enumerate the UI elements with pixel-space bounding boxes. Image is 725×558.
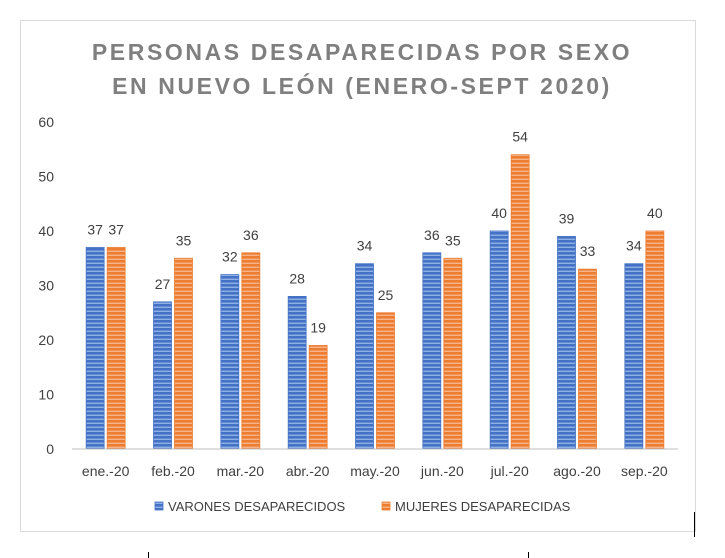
chart-title: PERSONAS DESAPARECIDAS POR SEXO EN NUEVO …	[92, 39, 632, 99]
y-tick-label: 50	[38, 169, 54, 185]
y-tick-label: 20	[38, 332, 54, 348]
bars	[85, 154, 665, 450]
legend: VARONES DESAPARECIDOS MUJERES DESAPARECID…	[154, 499, 571, 514]
data-label: 34	[357, 238, 373, 254]
bar-mujeres	[510, 154, 530, 450]
y-tick-label: 0	[46, 441, 54, 457]
edge-mark	[148, 552, 149, 558]
chart-title-line: PERSONAS DESAPARECIDAS POR SEXO	[92, 39, 632, 65]
data-label: 27	[155, 276, 171, 292]
legend-swatch	[381, 501, 391, 511]
data-label: 25	[378, 287, 394, 303]
data-label: 39	[559, 210, 575, 226]
x-tick-label: jun.-20	[420, 463, 464, 479]
x-tick-label: ene.-20	[82, 463, 130, 479]
bar-varones	[489, 230, 509, 450]
y-tick-label: 10	[38, 387, 54, 403]
data-label: 32	[222, 249, 238, 265]
y-tick-label: 40	[38, 223, 54, 239]
bar-mujeres	[106, 246, 126, 450]
bar-varones	[85, 246, 105, 450]
legend-swatch	[154, 501, 164, 511]
data-label: 37	[108, 221, 124, 237]
bar-mujeres	[174, 257, 193, 450]
bar-mujeres	[578, 268, 597, 450]
y-axis: 0 10 20 30 40 50 60	[38, 114, 54, 457]
x-tick-label: jul.-20	[490, 463, 529, 479]
bar-varones	[557, 236, 576, 450]
bar-varones	[153, 301, 172, 450]
bar-mujeres	[645, 230, 665, 450]
x-axis: ene.-20 feb.-20 mar.-20 abr.-20 may.-20 jun.-…	[72, 448, 678, 479]
x-tick-label: sep.-20	[621, 463, 668, 479]
data-label: 28	[289, 270, 305, 286]
x-tick-label: mar.-20	[217, 463, 265, 479]
edge-mark	[694, 512, 695, 537]
bar-varones	[287, 295, 307, 450]
bar-mujeres	[241, 252, 261, 450]
x-tick-label: abr.-20	[286, 463, 330, 479]
data-labels: 37 37 27 35 32 36 28 19 34 25 36 35 40 54 39 33 34 40	[87, 129, 662, 336]
data-label: 40	[647, 205, 663, 221]
legend-label: VARONES DESAPARECIDOS	[168, 499, 346, 514]
data-label: 34	[626, 238, 642, 254]
data-label: 36	[243, 227, 259, 243]
data-label: 36	[424, 227, 440, 243]
edge-mark	[528, 552, 529, 558]
data-label: 40	[491, 205, 507, 221]
legend-label: MUJERES DESAPARECIDAS	[395, 499, 571, 514]
bar-varones	[355, 263, 374, 450]
data-label: 35	[445, 232, 461, 248]
data-label: 54	[512, 129, 528, 145]
x-tick-label: ago.-20	[553, 463, 601, 479]
y-tick-label: 60	[38, 114, 54, 130]
data-label: 35	[176, 232, 192, 248]
x-tick-label: may.-20	[350, 463, 400, 479]
data-label: 37	[87, 221, 103, 237]
data-label: 33	[580, 243, 596, 259]
bar-mujeres	[376, 312, 395, 450]
bar-mujeres	[308, 345, 328, 450]
bar-varones	[220, 274, 240, 450]
bar-varones	[422, 252, 442, 450]
chart-title-line: EN NUEVO LEÓN (ENERO-SEPT 2020)	[112, 72, 612, 99]
y-tick-label: 30	[38, 278, 54, 294]
data-label: 19	[310, 319, 326, 335]
bar-varones	[624, 263, 644, 450]
x-tick-label: feb.-20	[151, 463, 195, 479]
bar-mujeres	[443, 257, 463, 450]
